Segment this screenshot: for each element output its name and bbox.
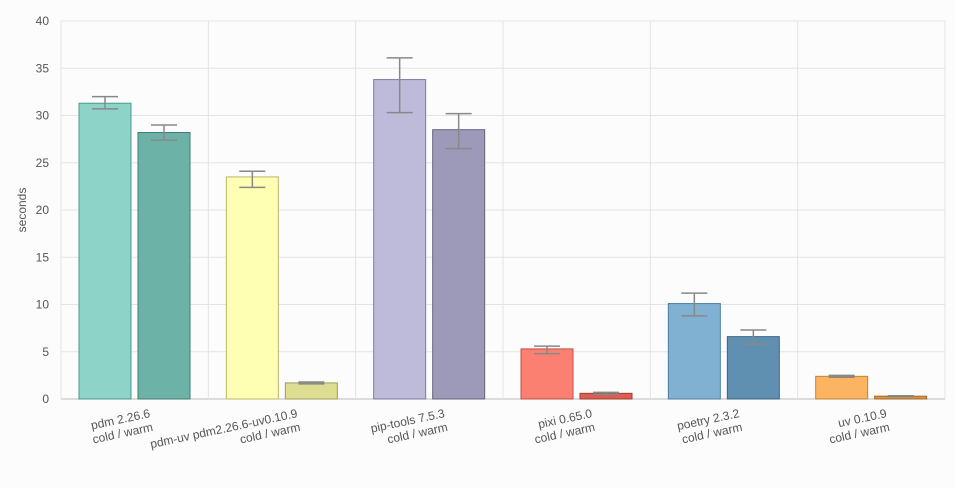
x-category-label: poetry 2.3.2cold / warm [676,406,744,447]
y-tick-label: 20 [36,203,50,217]
bar-cold [373,79,427,400]
error-bars-layer [92,57,914,398]
y-tick-label: 15 [36,250,50,264]
bar-warm [137,132,191,400]
y-axis-label: seconds [15,188,29,233]
y-tick-label: 35 [36,61,50,75]
x-category-label: pdm 2.26.6cold / warm [88,406,154,446]
y-tick-label: 5 [42,345,49,359]
y-axis-ticks: 0 5 10 15 20 25 30 35 40 [36,14,50,406]
bar-cold [667,303,721,400]
bar-cold [225,176,279,400]
x-category-label: uv 0.10.9cold / warm [825,406,891,446]
y-tick-label: 40 [36,14,50,28]
y-tick-label: 25 [36,156,50,170]
bar-cold [78,102,132,400]
bar-warm [432,129,486,400]
bar-warm [726,336,780,400]
y-tick-label: 30 [36,109,50,123]
bar-cold [815,375,869,400]
y-tick-label: 10 [36,298,50,312]
grid-lines [60,20,946,400]
x-category-label: pip-tools 7.5.3cold / warm [369,406,449,449]
x-category-label: pdm-uv pdm2.26.6-uv0.10.9cold / warm [149,406,302,465]
y-tick-label: 0 [42,392,49,406]
x-category-label: pixi 0.65.0cold / warm [530,406,596,446]
bars-layer [78,79,928,400]
bar-cold [520,348,574,400]
bar-warm [284,382,338,400]
